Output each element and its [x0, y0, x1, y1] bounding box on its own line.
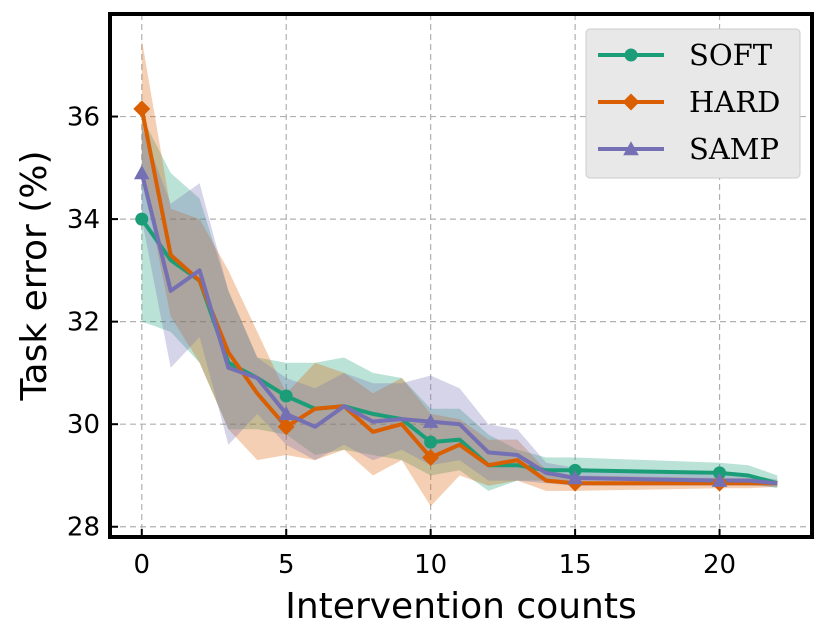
- y-tick-label: 32: [67, 308, 100, 338]
- soft-point: [135, 212, 149, 226]
- hard-band: [141, 39, 778, 507]
- soft-band: [141, 116, 778, 491]
- y-tick-label: 34: [67, 205, 100, 235]
- hard-legend-marker: [622, 93, 640, 111]
- samp-band: [141, 126, 778, 487]
- x-tick-label: 5: [278, 550, 295, 580]
- y-tick-label: 28: [67, 513, 100, 543]
- x-axis-label: Intervention counts: [285, 586, 637, 627]
- y-axis-label: Task error (%): [14, 150, 55, 401]
- hard-legend-label: HARD: [689, 85, 780, 119]
- hard-point: [422, 449, 440, 466]
- x-tick-label: 15: [559, 550, 592, 580]
- series-markers: [133, 100, 729, 492]
- tick-labels: 0 5 10 15 20 28 30 32 34 36: [67, 103, 736, 580]
- y-tick-label: 30: [67, 410, 100, 440]
- soft-legend-label: SOFT: [689, 38, 773, 72]
- samp-point: [133, 165, 150, 180]
- legend-box: [585, 28, 801, 179]
- hard-point: [277, 418, 295, 436]
- error-bands: [141, 39, 778, 507]
- soft-point: [279, 389, 293, 403]
- soft-legend-marker: [624, 48, 638, 62]
- samp-point: [278, 406, 295, 421]
- samp-point: [711, 472, 728, 487]
- y-tick-label: 36: [67, 103, 100, 133]
- legend: SOFT HARD SAMP: [585, 28, 801, 179]
- x-tick-label: 20: [703, 550, 736, 580]
- hard-point: [133, 100, 151, 118]
- plot-frame: [108, 12, 814, 539]
- samp-legend-marker: [623, 141, 639, 156]
- samp-point: [567, 470, 583, 485]
- samp-point: [422, 413, 439, 428]
- soft-point: [424, 435, 438, 449]
- x-tick-label: 10: [414, 550, 447, 580]
- x-tick-label: 0: [134, 550, 151, 580]
- samp-legend-label: SAMP: [689, 132, 779, 166]
